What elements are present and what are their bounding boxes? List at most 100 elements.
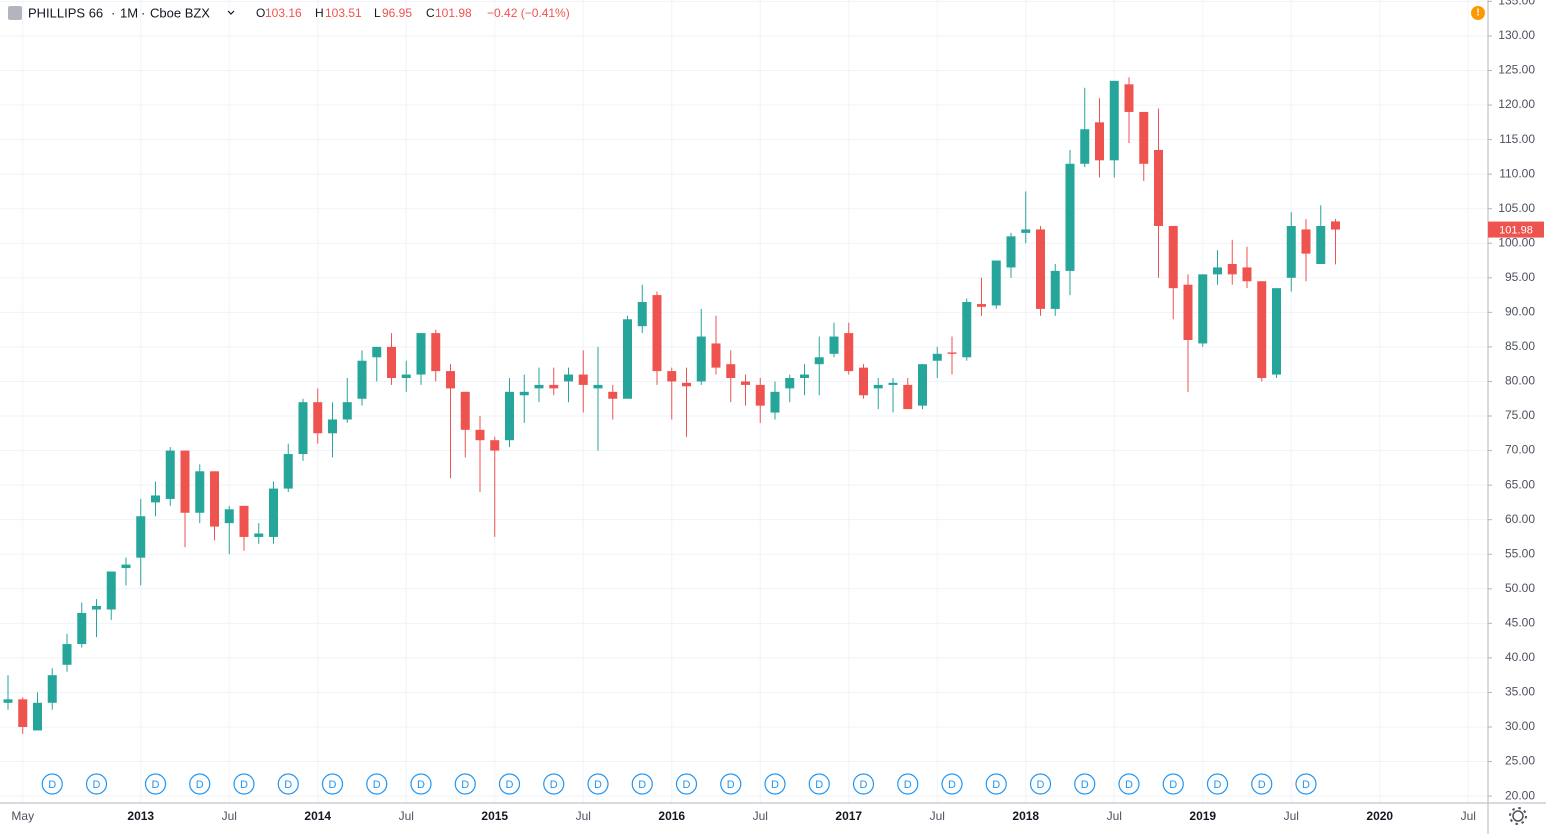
- candle-body: [785, 378, 795, 389]
- dividend-label: D: [506, 779, 514, 791]
- change: −0.42 (−0.41%): [487, 6, 570, 20]
- candle-body: [106, 571, 116, 610]
- y-tick-label: 60.00: [1505, 512, 1535, 526]
- dividend-label: D: [815, 779, 823, 791]
- dividend-marker: [985, 773, 1007, 795]
- gear-teeth[interactable]: [1509, 807, 1527, 825]
- candle-body: [121, 564, 131, 569]
- x-tick-label: Jul: [1461, 809, 1476, 823]
- candle-body: [136, 516, 146, 558]
- dividend-label: D: [948, 779, 956, 791]
- candle-body: [1021, 229, 1031, 233]
- candle-body: [1124, 84, 1134, 112]
- dividend-marker: [321, 773, 344, 795]
- y-tick-label: 115.00: [1499, 132, 1535, 146]
- axes: 20.00 25.00 30.00 35.00 40.00 45.00 50.00 55.00…: [11, 0, 1544, 823]
- dividend-marker: [631, 773, 653, 795]
- low-value: 96.95: [382, 6, 412, 20]
- exchange[interactable]: Cboe BZX: [150, 5, 210, 20]
- dividend-label: D: [373, 779, 381, 791]
- low-label: L: [374, 6, 381, 20]
- header: PHILLIPS 66 · 1M · Cboe BZX O 103.16 H 1…: [8, 5, 570, 20]
- candle-body: [298, 402, 308, 455]
- dividend-label: D: [196, 779, 204, 791]
- candle-body: [180, 450, 190, 513]
- dividend-label: D: [329, 779, 337, 791]
- candle-body: [962, 301, 972, 358]
- candle-body: [47, 675, 57, 703]
- candle-body: [254, 533, 264, 537]
- candle-body: [62, 644, 72, 665]
- dividend-marker: [808, 773, 830, 795]
- last-price-label: 101.98: [1499, 224, 1533, 236]
- candle-body: [549, 384, 559, 389]
- x-tick-label: May: [11, 809, 34, 823]
- x-tick-label: Jul: [930, 809, 945, 823]
- candle-body: [652, 295, 662, 372]
- dividend-label: D: [904, 779, 912, 791]
- x-tick-label: 2018: [1012, 809, 1039, 823]
- y-tick-label: 95.00: [1505, 270, 1535, 284]
- candle-body: [637, 301, 647, 327]
- dividend-label: D: [1214, 779, 1222, 791]
- dividend-marker: [277, 773, 299, 795]
- interval[interactable]: 1M: [120, 5, 138, 20]
- y-tick-label: 135.00: [1498, 0, 1535, 8]
- dividend-marker: [454, 773, 476, 795]
- x-tick-label: Jul: [222, 809, 237, 823]
- candle-body: [1242, 267, 1252, 282]
- last-price-tag: [1488, 221, 1544, 238]
- dividend-label: D: [638, 779, 646, 791]
- dividend-marker: [85, 773, 108, 795]
- dividend-marker: [498, 773, 521, 795]
- separator: ·: [111, 5, 115, 20]
- y-tick-label: 105.00: [1498, 201, 1535, 215]
- dividend-label: D: [550, 779, 558, 791]
- y-tick-label: 100.00: [1498, 235, 1535, 249]
- candle-body: [151, 495, 160, 503]
- candle-body: [1183, 284, 1193, 340]
- candle-body: [431, 333, 441, 372]
- symbol-name[interactable]: PHILLIPS 66: [28, 5, 103, 20]
- candle-body: [623, 319, 632, 399]
- dividend-marker: [189, 773, 211, 795]
- dividend-marker: [1295, 773, 1317, 795]
- candle-body: [1198, 274, 1208, 344]
- dividend-label: D: [1169, 779, 1177, 791]
- dropdown-icon[interactable]: [227, 10, 235, 15]
- y-tick-label: 70.00: [1505, 443, 1535, 457]
- candle-body: [416, 333, 426, 375]
- close-label: C: [426, 6, 435, 20]
- dividend-label: D: [152, 779, 160, 791]
- open-label: O: [256, 6, 265, 20]
- candle-body: [682, 382, 691, 387]
- candle-body: [33, 702, 42, 731]
- candle-body: [372, 346, 382, 358]
- open-value: 103.16: [265, 6, 302, 20]
- symbol-icon: [8, 6, 22, 20]
- candle-body: [224, 509, 234, 524]
- dividend-marker: [543, 773, 565, 795]
- candle-body: [696, 336, 706, 382]
- candle-body: [490, 440, 500, 451]
- separator: ·: [141, 5, 145, 20]
- alert-icon[interactable]: [1471, 6, 1485, 20]
- dividend-label: D: [992, 779, 1000, 791]
- candle-body: [1272, 288, 1281, 375]
- dividend-marker: [1118, 773, 1140, 795]
- dividend-label: D: [461, 779, 469, 791]
- candle-body: [1168, 225, 1178, 289]
- gear[interactable]: [1512, 810, 1524, 822]
- settings-icon[interactable]: [1509, 807, 1527, 825]
- y-tick-label: 110.00: [1499, 166, 1535, 180]
- candle-body: [608, 391, 618, 399]
- candle-body: [3, 699, 13, 703]
- candle-body: [564, 374, 573, 382]
- candle-body: [873, 384, 883, 389]
- dividend-marker: [587, 773, 609, 795]
- high-label: H: [315, 6, 324, 20]
- x-tick-label: 2020: [1366, 809, 1393, 823]
- dividend-label: D: [1258, 779, 1266, 791]
- dividend-label: D: [1125, 779, 1133, 791]
